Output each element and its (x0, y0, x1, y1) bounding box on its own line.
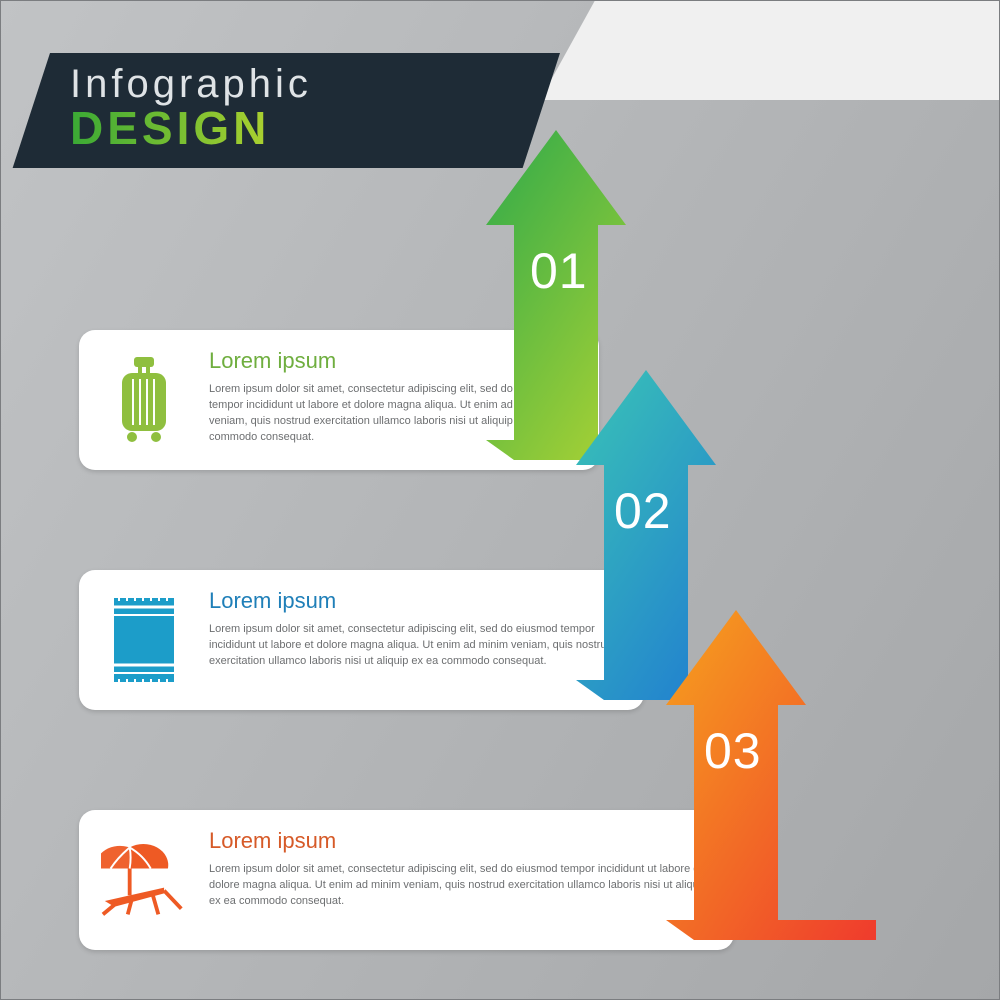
step-number: 01 (530, 242, 588, 300)
suitcase-icon (101, 352, 187, 448)
card-title: Lorem ipsum (209, 828, 710, 854)
arrow-03: 03 (666, 610, 876, 940)
header-line1: Infographic (70, 62, 312, 107)
corner-fold (540, 0, 1000, 100)
towel-icon (101, 592, 187, 688)
step-number: 03 (704, 722, 762, 780)
step-number: 02 (614, 482, 672, 540)
card-body: Lorem ipsum dolor sit amet, consectetur … (209, 622, 620, 670)
info-card: Lorem ipsum Lorem ipsum dolor sit amet, c… (79, 810, 734, 950)
beach-icon (101, 832, 187, 928)
info-card: Lorem ipsum Lorem ipsum dolor sit amet, c… (79, 570, 644, 710)
header-text: Infographic DESIGN (70, 62, 312, 151)
card-body: Lorem ipsum dolor sit amet, consectetur … (209, 862, 710, 910)
card-title: Lorem ipsum (209, 588, 620, 614)
header-line2: DESIGN (70, 107, 312, 151)
